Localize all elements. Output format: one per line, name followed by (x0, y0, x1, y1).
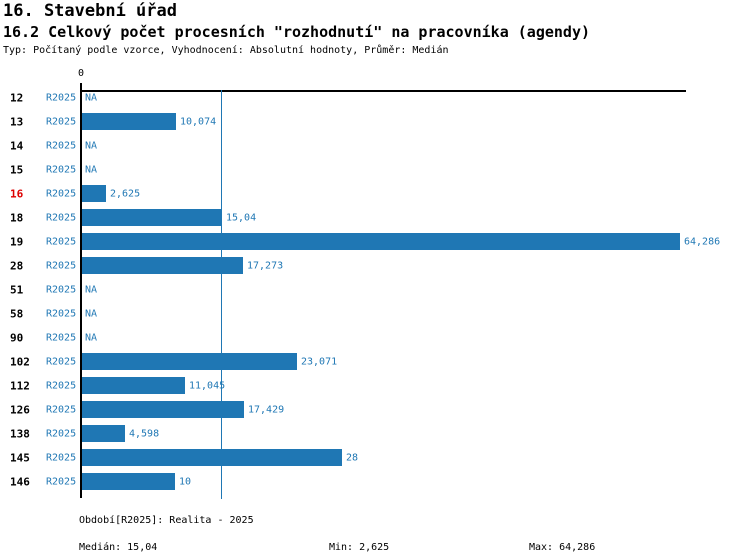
row-category-label: 112 (10, 379, 30, 393)
value-bar (82, 257, 243, 274)
row-value-label: 2,625 (110, 188, 141, 200)
row-period-label: R2025 (46, 188, 77, 200)
x-axis-zero-tick-mark (80, 83, 82, 90)
row-value-label: 11,045 (189, 380, 226, 392)
row-value-label: NA (85, 92, 98, 104)
x-axis-line (81, 90, 686, 92)
row-value-label: NA (85, 308, 98, 320)
page-title: 16. Stavební úřad (3, 1, 177, 21)
row-value-label: 17,429 (248, 404, 285, 416)
chart-row: 15 R2025 NA (0, 158, 750, 182)
row-category-label: 146 (10, 475, 30, 489)
row-period-label: R2025 (46, 356, 77, 368)
chart-row: 19 R2025 64,286 (0, 230, 750, 254)
y-axis-line (80, 90, 82, 498)
row-value-label: 64,286 (684, 236, 721, 248)
row-category-label: 12 (10, 91, 24, 105)
chart-row: 112 R2025 11,045 (0, 374, 750, 398)
row-category-label: 51 (10, 283, 24, 297)
chart-row: 18 R2025 15,04 (0, 206, 750, 230)
row-category-label: 138 (10, 427, 30, 441)
value-bar (82, 353, 297, 370)
row-category-label: 126 (10, 403, 30, 417)
row-value-label: 15,04 (226, 212, 257, 224)
row-period-label: R2025 (46, 380, 77, 392)
row-period-label: R2025 (46, 308, 77, 320)
row-period-label: R2025 (46, 260, 77, 272)
chart-row: 138 R2025 4,598 (0, 422, 750, 446)
row-period-label: R2025 (46, 92, 77, 104)
value-bar (82, 473, 175, 490)
row-value-label: 10 (179, 476, 192, 488)
row-value-label: NA (85, 332, 98, 344)
row-category-label: 16 (10, 187, 24, 201)
row-value-label: NA (85, 284, 98, 296)
chart-meta-line: Typ: Počítaný podle vzorce, Vyhodnocení:… (3, 45, 449, 56)
row-category-label: 102 (10, 355, 30, 369)
chart-row: 90 R2025 NA (0, 326, 750, 350)
x-axis-zero-tick-label: 0 (77, 68, 85, 79)
chart-row: 126 R2025 17,429 (0, 398, 750, 422)
chart-row: 14 R2025 NA (0, 134, 750, 158)
row-category-label: 18 (10, 211, 24, 225)
chart-row: 12 R2025 NA (0, 86, 750, 110)
footer-period-info: Období[R2025]: Realita - 2025 (79, 515, 254, 526)
footer-max-stat: Max: 64,286 (529, 542, 596, 553)
row-period-label: R2025 (46, 476, 77, 488)
row-period-label: R2025 (46, 452, 77, 464)
row-category-label: 145 (10, 451, 30, 465)
row-value-label: NA (85, 140, 98, 152)
row-value-label: 28 (346, 452, 359, 464)
value-bar (82, 185, 106, 202)
chart-row: 102 R2025 23,071 (0, 350, 750, 374)
row-period-label: R2025 (46, 284, 77, 296)
row-value-label: 17,273 (247, 260, 284, 272)
chart-subtitle: 16.2 Celkový počet procesních "rozhodnut… (3, 23, 590, 41)
value-bar (82, 449, 342, 466)
chart-row: 28 R2025 17,273 (0, 254, 750, 278)
row-category-label: 19 (10, 235, 24, 249)
row-period-label: R2025 (46, 116, 77, 128)
row-category-label: 14 (10, 139, 24, 153)
median-reference-line (221, 90, 222, 499)
row-category-label: 13 (10, 115, 24, 129)
footer-min-stat: Min: 2,625 (329, 542, 390, 553)
chart-row: 145 R2025 28 (0, 446, 750, 470)
row-period-label: R2025 (46, 164, 77, 176)
row-value-label: 10,074 (180, 116, 217, 128)
chart-row: 13 R2025 10,074 (0, 110, 750, 134)
row-value-label: NA (85, 164, 98, 176)
row-period-label: R2025 (46, 428, 77, 440)
row-period-label: R2025 (46, 236, 77, 248)
value-bar (82, 425, 125, 442)
value-bar (82, 233, 680, 250)
value-bar (82, 209, 222, 226)
row-category-label: 15 (10, 163, 24, 177)
value-bar (82, 377, 185, 394)
chart-row: 58 R2025 NA (0, 302, 750, 326)
value-bar (82, 401, 244, 418)
row-period-label: R2025 (46, 212, 77, 224)
row-value-label: 4,598 (129, 428, 160, 440)
row-period-label: R2025 (46, 140, 77, 152)
row-value-label: 23,071 (301, 356, 338, 368)
chart-row: 51 R2025 NA (0, 278, 750, 302)
row-period-label: R2025 (46, 332, 77, 344)
row-category-label: 28 (10, 259, 24, 273)
footer-median-stat: Medián: 15,04 (79, 542, 158, 553)
row-period-label: R2025 (46, 404, 77, 416)
chart-row: 146 R2025 10 (0, 470, 750, 494)
row-category-label: 90 (10, 331, 24, 345)
chart-row: 16 R2025 2,625 (0, 182, 750, 206)
value-bar (82, 113, 176, 130)
row-category-label: 58 (10, 307, 24, 321)
